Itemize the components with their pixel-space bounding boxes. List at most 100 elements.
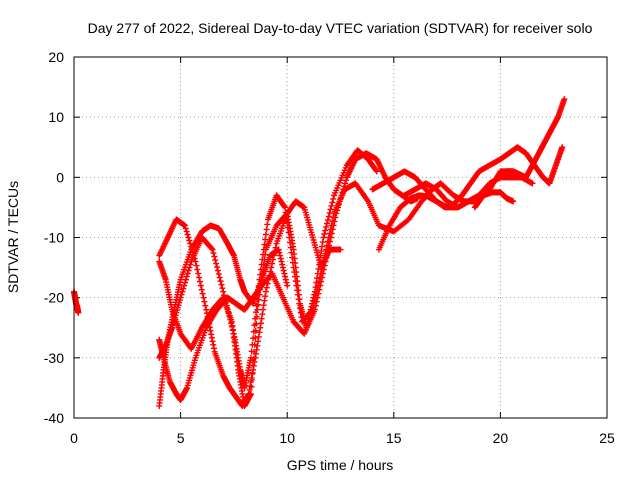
data-point-fill <box>218 281 225 288</box>
data-point-fill <box>322 227 329 234</box>
data-point-fill <box>262 231 269 238</box>
data-point-fill <box>343 177 350 184</box>
y-tick-label: 0 <box>56 169 64 185</box>
series-track-a <box>156 147 380 409</box>
data-point <box>559 144 566 151</box>
data-point-fill <box>259 256 266 263</box>
data-point-fill <box>255 338 262 345</box>
data-point-fill <box>208 245 215 252</box>
data-point-fill <box>277 255 284 262</box>
data-point-fill <box>255 333 262 340</box>
data-point-fill <box>342 180 349 187</box>
data-point <box>203 306 210 313</box>
data-point-fill <box>324 250 331 257</box>
data-point-fill <box>276 249 283 256</box>
data-point-fill <box>260 306 267 313</box>
data-point-fill <box>252 350 259 357</box>
data-point-fill <box>338 192 345 199</box>
data-point-fill <box>182 276 189 283</box>
data-point <box>320 234 327 241</box>
data-point-fill <box>317 282 324 289</box>
data-point-fill <box>283 279 290 286</box>
data-point-fill <box>225 309 232 316</box>
data-point-fill <box>224 306 231 313</box>
data-point-fill <box>183 228 190 235</box>
data-point <box>284 282 291 289</box>
data-point-fill <box>201 298 208 305</box>
data-point-fill <box>337 195 344 202</box>
data-point-fill <box>321 262 328 269</box>
data-point-fill <box>296 305 303 312</box>
y-tick-label: -40 <box>44 410 64 426</box>
data-point-fill <box>259 311 266 318</box>
data-point-fill <box>183 273 190 280</box>
data-point-fill <box>253 302 260 309</box>
data-point-fill <box>336 198 343 205</box>
data-point-fill <box>221 292 228 299</box>
data-point-fill <box>187 261 194 268</box>
data-point-fill <box>286 234 293 241</box>
data-point-fill <box>182 279 189 286</box>
y-axis-label: SDTVAR / TECUs <box>5 181 21 293</box>
data-point-fill <box>193 262 200 269</box>
data-point-fill <box>314 294 321 301</box>
data-point-fill <box>256 329 263 336</box>
data-point-fill <box>281 270 288 277</box>
data-point-fill <box>251 358 258 365</box>
data-point <box>209 246 216 253</box>
data-point <box>254 342 261 349</box>
series-track-e <box>156 150 421 403</box>
data-point-fill <box>319 239 326 246</box>
data-point <box>282 204 289 211</box>
data-point-fill <box>226 313 233 320</box>
data-point-fill <box>252 315 259 322</box>
data-point-fill <box>323 254 330 261</box>
data-point <box>262 288 269 295</box>
data-point <box>220 288 227 295</box>
data-point-fill <box>262 293 269 300</box>
data-point-fill <box>257 271 264 278</box>
data-point-fill <box>248 383 255 390</box>
data-point-fill <box>281 203 288 210</box>
x-tick-label: 5 <box>177 430 185 446</box>
data-point-fill <box>212 257 219 264</box>
data-point-fill <box>185 267 192 274</box>
x-tick-labels: 0 5 10 15 20 25 <box>70 430 615 446</box>
data-point-fill <box>215 271 222 278</box>
data-point <box>529 180 536 187</box>
y-tick-label: -30 <box>44 350 64 366</box>
x-tick-label: 15 <box>386 430 402 446</box>
series-track-i <box>471 96 568 211</box>
data-point-fill <box>325 246 332 253</box>
x-tick-label: 0 <box>70 430 78 446</box>
y-tick-label: -10 <box>44 230 64 246</box>
data-point-fill <box>223 302 230 309</box>
data-point-fill <box>200 294 207 301</box>
data-point-fill <box>257 266 264 273</box>
data-point-fill <box>186 237 193 244</box>
data-point-fill <box>341 183 348 190</box>
data-point-fill <box>180 285 187 292</box>
data-point-fill <box>277 252 284 259</box>
data-point-fill <box>199 290 206 297</box>
data-point-fill <box>282 209 289 216</box>
data-point-fill <box>211 253 218 260</box>
data-point-fill <box>289 254 296 261</box>
data-point-fill <box>250 335 257 342</box>
data-point-fill <box>279 264 286 271</box>
data-point-fill <box>295 296 302 303</box>
data-point-fill <box>316 286 323 293</box>
data-point-fill <box>292 278 299 285</box>
data-point-fill <box>297 309 304 316</box>
data-point-fill <box>194 266 201 273</box>
data-point-fill <box>196 278 203 285</box>
data-point <box>177 294 184 301</box>
x-tick-label: 20 <box>493 430 509 446</box>
data-point <box>256 276 263 283</box>
data-point-fill <box>285 229 292 236</box>
data-point-fill <box>185 234 192 241</box>
data-point-fill <box>282 276 289 283</box>
data-point-fill <box>331 218 338 225</box>
data-point-fill <box>292 273 299 280</box>
data-point-fill <box>179 288 186 295</box>
